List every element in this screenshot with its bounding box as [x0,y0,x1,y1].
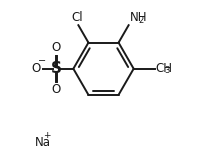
Text: 3: 3 [163,66,169,75]
Text: +: + [43,131,50,140]
Text: NH: NH [129,11,146,24]
Text: Na: Na [35,136,50,149]
Text: O: O [32,62,41,75]
Text: 2: 2 [138,16,143,25]
Text: −: − [37,56,46,66]
Text: S: S [51,61,62,76]
Text: O: O [52,41,61,54]
Text: CH: CH [155,62,172,75]
Text: Cl: Cl [71,11,83,24]
Text: O: O [52,83,61,96]
